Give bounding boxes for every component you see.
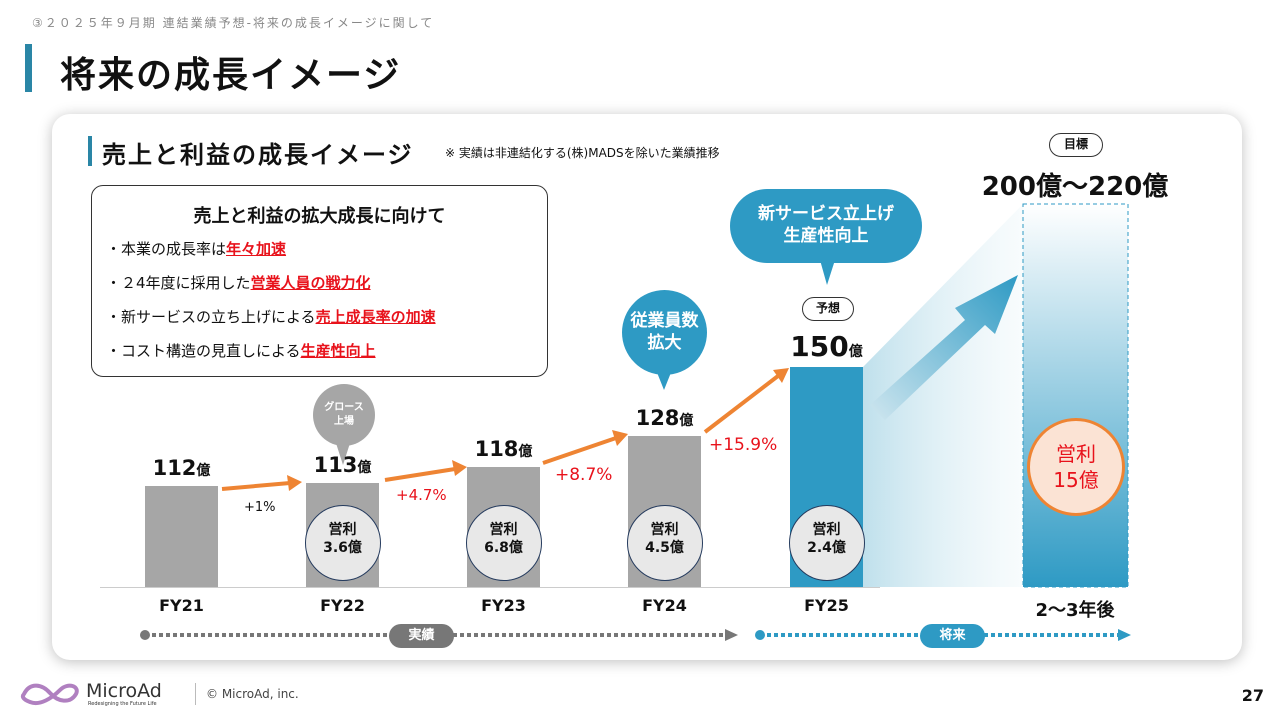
operating-profit-circle: 営利 4.5億 bbox=[626, 505, 703, 581]
target-bar bbox=[1022, 203, 1129, 588]
brand-tagline: Redesigning the Future Life bbox=[88, 701, 157, 707]
growth-label: +1% bbox=[244, 500, 276, 515]
target-tag: 目標 bbox=[1049, 133, 1103, 157]
category-label: FY21 bbox=[159, 596, 204, 615]
timeline-future-label: 将来 bbox=[920, 624, 985, 648]
summary-box: 売上と利益の拡大成長に向けて ・本業の成長率は年々加速 ・２4年度に採用した営業… bbox=[91, 185, 548, 377]
callout-ipo: グロース 上場 bbox=[313, 384, 375, 446]
value-label: 150億 bbox=[790, 330, 863, 363]
value-label: 118億 bbox=[474, 437, 533, 462]
target-op-circle: 営利 15億 bbox=[1027, 418, 1125, 516]
section-title: 売上と利益の成長イメージ bbox=[102, 141, 414, 169]
growth-arrows bbox=[221, 368, 789, 491]
category-label: FY24 bbox=[642, 596, 687, 615]
summary-item: ・本業の成長率は年々加速 bbox=[106, 240, 287, 258]
brand-name: MicroAd bbox=[86, 680, 162, 702]
summary-heading: 売上と利益の拡大成長に向けて bbox=[193, 206, 446, 227]
footer-divider bbox=[195, 683, 196, 705]
title-accent bbox=[25, 44, 32, 92]
forecast-tag: 予想 bbox=[802, 297, 854, 321]
growth-arrow-icon bbox=[870, 275, 1018, 420]
section-accent bbox=[88, 136, 92, 166]
callout-service: 新サービス立上げ 生産性向上 bbox=[730, 189, 922, 263]
value-label: 113億 bbox=[313, 452, 372, 477]
growth-label: +15.9% bbox=[709, 435, 778, 455]
category-label: FY23 bbox=[481, 596, 526, 615]
category-label: 2〜3年後 bbox=[1035, 600, 1115, 621]
growth-label: +8.7% bbox=[555, 465, 613, 485]
microad-logo-icon bbox=[20, 683, 79, 705]
callout-staff: 従業員数 拡大 bbox=[622, 290, 707, 375]
x-axis bbox=[100, 587, 880, 588]
page-title: 将来の成長イメージ bbox=[60, 55, 402, 96]
summary-item: ・新サービスの立ち上げによる売上成長率の加速 bbox=[106, 308, 436, 326]
operating-profit-circle: 営利 2.4億 bbox=[788, 505, 865, 581]
bar-FY21 bbox=[145, 486, 218, 587]
value-label: 128億 bbox=[635, 405, 694, 430]
category-label: FY22 bbox=[320, 596, 365, 615]
operating-profit-circle: 営利 3.6億 bbox=[304, 505, 381, 581]
section-note: ※ 実績は非連結化する(株)MADSを除いた業績推移 bbox=[445, 146, 720, 160]
value-label: 112億 bbox=[152, 456, 211, 480]
breadcrumb: ③２０２５年９月期 連結業績予想-将来の成長イメージに関して bbox=[32, 16, 435, 30]
operating-profit-circle: 営利 6.8億 bbox=[465, 505, 542, 581]
copyright: © MicroAd, inc. bbox=[206, 687, 299, 701]
growth-label: +4.7% bbox=[396, 486, 447, 504]
timeline-actual-label: 実績 bbox=[389, 624, 454, 648]
summary-item: ・コスト構造の見直しによる生産性向上 bbox=[106, 342, 376, 360]
page-number: 27 bbox=[1241, 686, 1264, 705]
summary-item: ・２4年度に採用した営業人員の戦力化 bbox=[106, 274, 371, 292]
target-value: 200億〜220億 bbox=[981, 172, 1169, 202]
category-label: FY25 bbox=[804, 596, 849, 615]
